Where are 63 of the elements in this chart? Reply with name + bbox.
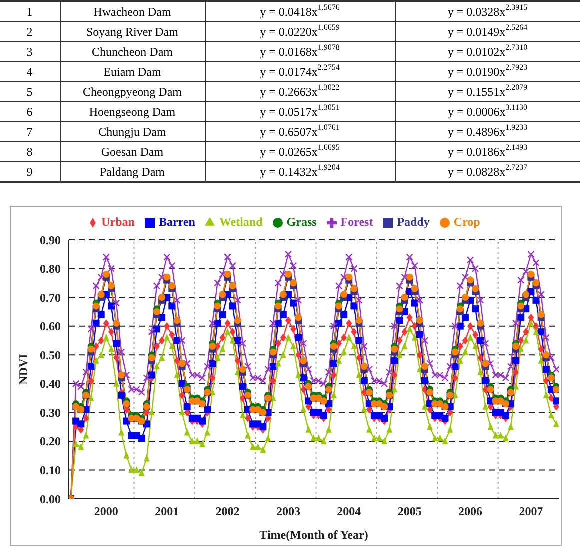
x-tick-label: 2001 <box>155 504 180 519</box>
text: 6 <box>0 102 60 122</box>
text: y = 0.6507x$^{1.0761}$ <box>205 122 395 142</box>
legend-label: Forest <box>340 215 374 229</box>
y-tick-label: 0.90 <box>40 233 61 248</box>
y-axis-title: NDVI <box>16 354 30 385</box>
y-tick-label: 0.30 <box>40 406 61 420</box>
text: y = 0.0265x$^{1.6695}$ <box>205 142 395 162</box>
text: Hoengseong Dam <box>60 102 205 122</box>
legend-label: Wetland <box>219 215 263 229</box>
x-tick-label: 2003 <box>276 504 300 519</box>
x-tick-label: 2007 <box>519 504 544 519</box>
text: y = 0.0149x$^{2.5264}$ <box>395 22 580 42</box>
text: y = 0.0517x$^{1.3051}$ <box>205 102 395 122</box>
legend-label: Urban <box>102 215 135 229</box>
text: y = 0.0186x$^{2.1493}$ <box>395 142 580 162</box>
text: Hwacheon Dam <box>60 1 205 22</box>
text: 3 <box>0 42 60 62</box>
x-tick-label: 2005 <box>398 504 422 519</box>
y-tick-label: 0.00 <box>40 492 61 506</box>
text: y = 0.0006x$^{3.1130}$ <box>395 102 580 122</box>
x-tick-label: 2000 <box>94 504 118 519</box>
text: Chuncheon Dam <box>60 42 205 62</box>
text: 4 <box>0 62 60 82</box>
text: 1 <box>0 1 60 22</box>
text: y = 0.1551x$^{2.2079}$ <box>395 82 580 102</box>
text: y = 0.2663x$^{1.3022}$ <box>205 82 395 102</box>
text: 9 <box>0 162 60 182</box>
y-tick-label: 0.20 <box>40 434 61 449</box>
text: y = 0.4896x$^{1.9233}$ <box>395 122 580 142</box>
text: y = 0.0174x$^{2.2754}$ <box>205 62 395 82</box>
text: 2 <box>0 22 60 42</box>
text: y = 0.1432x$^{1.9204}$ <box>205 162 395 182</box>
y-tick-label: 0.10 <box>40 463 61 478</box>
y-tick-label: 0.40 <box>40 377 61 392</box>
text: Chungju Dam <box>60 122 205 142</box>
text: y = 0.0418x$^{1.5676}$ <box>205 1 395 22</box>
text: y = 0.0828x$^{2.7237}$ <box>395 162 580 182</box>
text: Euiam Dam <box>60 62 205 82</box>
y-tick-label: 0.60 <box>40 320 61 334</box>
y-tick-label: 0.80 <box>40 262 61 276</box>
text: Paldang Dam <box>60 162 205 182</box>
text: Cheongpyeong Dam <box>60 82 205 102</box>
legend-label: Crop <box>454 215 480 229</box>
text: Goesan Dam <box>60 142 205 162</box>
legend-label: Paddy <box>397 215 430 229</box>
x-axis-title: Time(Month of Year) <box>260 528 368 542</box>
text: 7 <box>0 122 60 142</box>
text: Soyang River Dam <box>60 22 205 42</box>
text: y = 0.0168x$^{1.9078}$ <box>205 42 395 62</box>
text: y = 0.0220x$^{1.6659}$ <box>205 22 395 42</box>
x-tick-label: 2006 <box>458 504 483 519</box>
y-tick-label: 0.50 <box>40 348 61 362</box>
text: y = 0.0102x$^{2.7310}$ <box>395 42 580 62</box>
x-tick-label: 2002 <box>216 504 240 519</box>
x-tick-label: 2004 <box>337 504 362 519</box>
legend-label: Grass <box>286 215 317 229</box>
text: 8 <box>0 142 60 162</box>
legend-label: Barren <box>158 215 196 229</box>
text: 5 <box>0 82 60 102</box>
text: y = 0.0190x$^{2.7923}$ <box>395 62 580 82</box>
y-tick-label: 0.70 <box>40 290 61 305</box>
text: y = 0.0328x$^{2.3915}$ <box>395 1 580 22</box>
